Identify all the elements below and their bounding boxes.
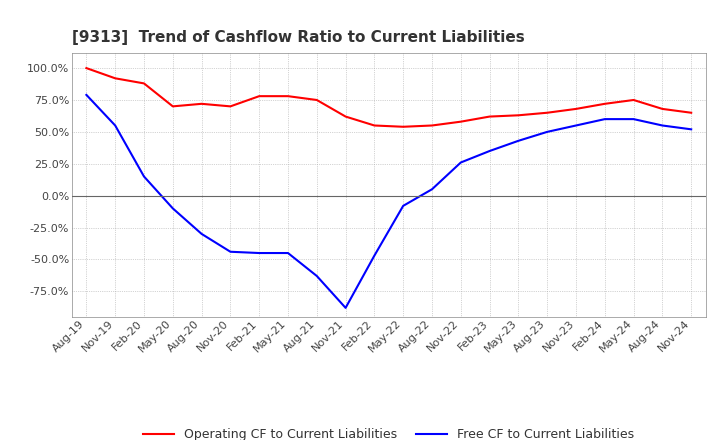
Free CF to Current Liabilities bbox=[658, 123, 667, 128]
Free CF to Current Liabilities bbox=[168, 206, 177, 211]
Operating CF to Current Liabilities bbox=[312, 97, 321, 103]
Operating CF to Current Liabilities bbox=[111, 76, 120, 81]
Line: Free CF to Current Liabilities: Free CF to Current Liabilities bbox=[86, 95, 691, 308]
Text: [9313]  Trend of Cashflow Ratio to Current Liabilities: [9313] Trend of Cashflow Ratio to Curren… bbox=[72, 29, 525, 45]
Free CF to Current Liabilities bbox=[428, 187, 436, 192]
Line: Operating CF to Current Liabilities: Operating CF to Current Liabilities bbox=[86, 68, 691, 127]
Operating CF to Current Liabilities bbox=[341, 114, 350, 119]
Operating CF to Current Liabilities bbox=[168, 104, 177, 109]
Free CF to Current Liabilities bbox=[600, 117, 609, 122]
Operating CF to Current Liabilities bbox=[82, 66, 91, 71]
Free CF to Current Liabilities bbox=[543, 129, 552, 135]
Free CF to Current Liabilities bbox=[687, 127, 696, 132]
Free CF to Current Liabilities bbox=[255, 250, 264, 256]
Operating CF to Current Liabilities bbox=[572, 106, 580, 112]
Free CF to Current Liabilities bbox=[456, 160, 465, 165]
Operating CF to Current Liabilities bbox=[428, 123, 436, 128]
Operating CF to Current Liabilities bbox=[140, 81, 148, 86]
Operating CF to Current Liabilities bbox=[284, 94, 292, 99]
Operating CF to Current Liabilities bbox=[456, 119, 465, 125]
Operating CF to Current Liabilities bbox=[399, 124, 408, 129]
Operating CF to Current Liabilities bbox=[687, 110, 696, 115]
Operating CF to Current Liabilities bbox=[226, 104, 235, 109]
Free CF to Current Liabilities bbox=[629, 117, 638, 122]
Free CF to Current Liabilities bbox=[399, 203, 408, 209]
Free CF to Current Liabilities bbox=[485, 148, 494, 154]
Free CF to Current Liabilities bbox=[514, 138, 523, 143]
Operating CF to Current Liabilities bbox=[485, 114, 494, 119]
Free CF to Current Liabilities bbox=[111, 123, 120, 128]
Free CF to Current Liabilities bbox=[226, 249, 235, 254]
Operating CF to Current Liabilities bbox=[255, 94, 264, 99]
Operating CF to Current Liabilities bbox=[600, 101, 609, 106]
Operating CF to Current Liabilities bbox=[543, 110, 552, 115]
Operating CF to Current Liabilities bbox=[629, 97, 638, 103]
Free CF to Current Liabilities bbox=[341, 305, 350, 311]
Operating CF to Current Liabilities bbox=[370, 123, 379, 128]
Free CF to Current Liabilities bbox=[312, 273, 321, 279]
Operating CF to Current Liabilities bbox=[197, 101, 206, 106]
Free CF to Current Liabilities bbox=[140, 174, 148, 179]
Legend: Operating CF to Current Liabilities, Free CF to Current Liabilities: Operating CF to Current Liabilities, Fre… bbox=[138, 423, 639, 440]
Free CF to Current Liabilities bbox=[572, 123, 580, 128]
Free CF to Current Liabilities bbox=[370, 253, 379, 258]
Operating CF to Current Liabilities bbox=[658, 106, 667, 112]
Free CF to Current Liabilities bbox=[197, 231, 206, 237]
Free CF to Current Liabilities bbox=[82, 92, 91, 98]
Free CF to Current Liabilities bbox=[284, 250, 292, 256]
Operating CF to Current Liabilities bbox=[514, 113, 523, 118]
